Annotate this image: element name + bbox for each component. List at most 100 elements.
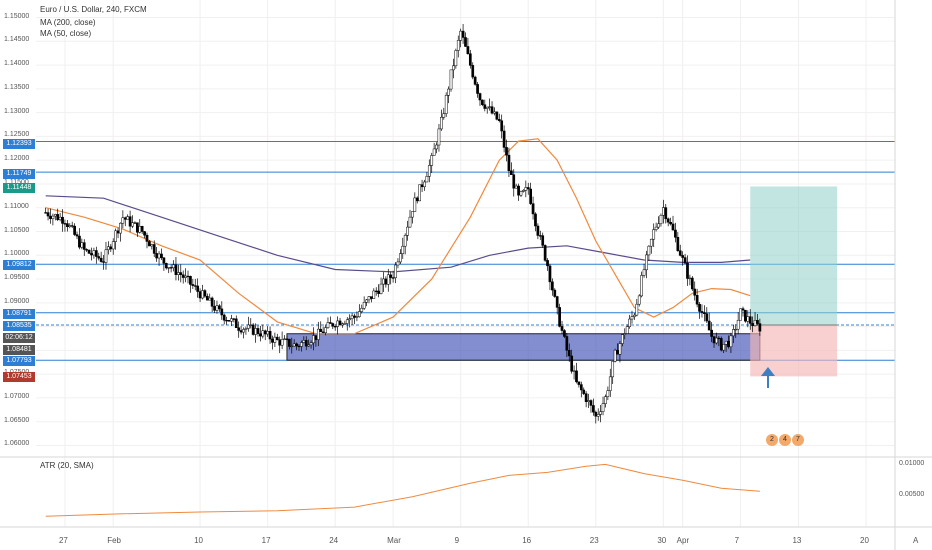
ma200-legend[interactable]: MA (200, close) — [40, 18, 96, 27]
candle — [386, 268, 390, 292]
candle — [333, 324, 337, 331]
candle — [497, 113, 501, 123]
price-tick-label: 1.10500 — [4, 226, 30, 234]
candle-body — [135, 222, 139, 233]
candle-body — [324, 327, 327, 334]
candle-body — [715, 337, 718, 344]
auto-scale-toggle[interactable]: A — [913, 536, 919, 545]
date-tick-label: 20 — [860, 536, 869, 545]
candle-body — [126, 216, 130, 220]
price-tick-label: 1.10000 — [4, 250, 30, 258]
candle-body — [435, 144, 438, 150]
candle-body — [690, 277, 694, 290]
candle-body — [391, 277, 395, 279]
candle-body — [437, 128, 441, 146]
event-badge[interactable]: 4 — [779, 434, 791, 446]
ma50-legend[interactable]: MA (50, close) — [40, 29, 92, 38]
candle-body — [756, 320, 759, 324]
long-position-tool — [750, 186, 838, 377]
target-area — [750, 186, 838, 325]
candle — [148, 240, 151, 247]
candle-body — [522, 190, 525, 192]
price-badge: 1.12393 — [3, 139, 35, 149]
event-badge[interactable]: 7 — [792, 434, 804, 446]
candle-body — [538, 235, 542, 237]
candle-body — [75, 234, 79, 237]
candle — [473, 75, 477, 86]
candle-body — [589, 400, 593, 406]
candle-body — [377, 290, 380, 294]
candle — [435, 142, 438, 154]
candle-body — [495, 111, 499, 120]
candle — [362, 296, 366, 310]
candle-body — [705, 313, 709, 322]
candle — [326, 317, 330, 329]
candle — [63, 219, 67, 232]
candle-body — [507, 154, 511, 172]
candle-body — [560, 326, 564, 331]
candle — [391, 270, 395, 283]
candle-body — [551, 281, 554, 291]
candle-body — [748, 316, 752, 324]
candle-body — [227, 320, 231, 322]
candle — [263, 329, 267, 341]
candle-body — [97, 256, 101, 259]
candle — [444, 92, 448, 117]
candle — [425, 172, 429, 183]
candle-body — [386, 274, 390, 285]
candle-body — [753, 320, 757, 327]
candle-body — [164, 263, 168, 269]
candle-body — [604, 396, 607, 404]
candle-body — [237, 327, 241, 331]
event-badge[interactable]: 2 — [766, 434, 778, 446]
candle-body — [309, 342, 313, 346]
candle — [690, 276, 694, 291]
candle — [447, 86, 450, 104]
candle — [432, 142, 436, 156]
candle — [389, 271, 393, 285]
candle — [68, 223, 72, 229]
candle — [94, 246, 98, 264]
candle-body — [266, 331, 269, 335]
candle-body — [193, 285, 197, 287]
candle — [174, 257, 178, 281]
candle — [271, 335, 274, 350]
candle — [553, 288, 557, 298]
price-tick-label: 1.15000 — [4, 12, 30, 20]
atr-legend[interactable]: ATR (20, SMA) — [40, 461, 94, 470]
candle — [524, 180, 528, 198]
candle — [234, 315, 238, 328]
candle-body — [645, 254, 648, 271]
candle-body — [80, 242, 84, 248]
candle — [196, 278, 200, 298]
candle — [637, 294, 641, 307]
price-tick-label: 1.12500 — [4, 131, 30, 139]
candle-body — [746, 316, 750, 322]
price-tick-label: 1.13500 — [4, 83, 30, 91]
candle — [606, 386, 610, 401]
candle — [290, 337, 294, 354]
candle-body — [297, 345, 301, 348]
candle-body — [423, 181, 426, 188]
candle-body — [152, 244, 156, 254]
candle-body — [162, 257, 166, 264]
candle — [560, 320, 564, 335]
candle — [399, 249, 402, 264]
candle-body — [425, 176, 429, 183]
candle — [613, 348, 617, 363]
candle — [111, 238, 115, 255]
candle — [268, 326, 272, 344]
candle — [338, 317, 342, 326]
candle-body — [601, 403, 605, 412]
candle-body — [519, 191, 523, 196]
candle — [526, 182, 530, 195]
candle — [179, 264, 183, 283]
candle — [44, 207, 48, 214]
candle-body — [681, 255, 685, 258]
candle — [319, 321, 323, 333]
candle-body — [722, 344, 726, 351]
candle-body — [370, 296, 373, 299]
candle — [225, 316, 228, 325]
